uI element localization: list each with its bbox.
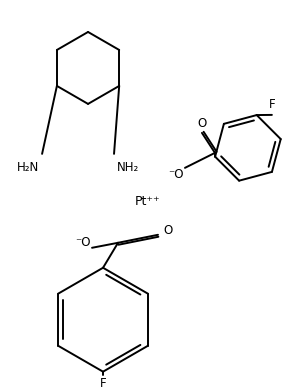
Text: NH₂: NH₂ [117, 162, 139, 174]
Text: Pt⁺⁺: Pt⁺⁺ [135, 195, 161, 208]
Text: ⁻O: ⁻O [75, 236, 91, 249]
Text: O: O [163, 224, 173, 237]
Text: F: F [269, 98, 275, 111]
Text: H₂N: H₂N [17, 162, 39, 174]
Text: ⁻O: ⁻O [168, 168, 184, 181]
Text: O: O [197, 117, 206, 131]
Text: F: F [100, 377, 106, 390]
